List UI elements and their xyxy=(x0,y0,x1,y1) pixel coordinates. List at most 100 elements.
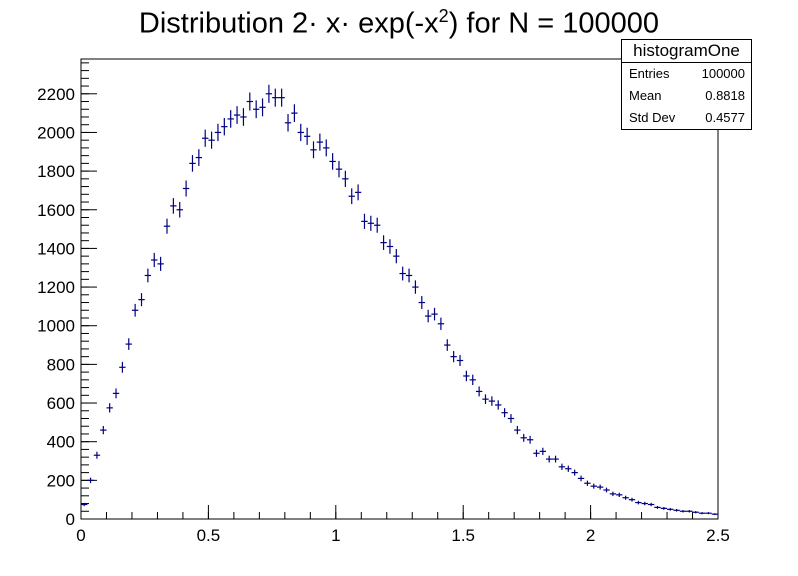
y-tick-label: 1800 xyxy=(37,162,75,181)
data-point xyxy=(405,268,413,283)
data-point xyxy=(380,235,387,250)
data-point xyxy=(654,505,661,509)
data-point xyxy=(444,339,451,351)
data-point xyxy=(265,84,273,103)
data-point xyxy=(558,463,566,470)
data-point xyxy=(456,354,464,367)
data-point xyxy=(577,475,585,482)
y-tick-label: 1200 xyxy=(37,278,75,297)
y-tick-label: 800 xyxy=(47,355,75,374)
data-point xyxy=(323,139,330,157)
data-point xyxy=(259,98,266,117)
stats-label-entries: Entries xyxy=(629,66,670,81)
stats-label-std-dev: Std Dev xyxy=(629,110,676,125)
stats-value-mean: 0.8818 xyxy=(705,88,745,103)
data-point xyxy=(539,447,547,455)
y-tick-label: 1600 xyxy=(37,201,75,220)
data-point xyxy=(214,123,222,142)
data-point xyxy=(686,510,693,513)
stats-value-std-dev: 0.4577 xyxy=(705,110,745,125)
data-point xyxy=(424,309,432,323)
stats-box-title: histogramOne xyxy=(622,40,751,63)
data-point xyxy=(310,141,317,159)
data-point xyxy=(596,484,604,490)
data-point xyxy=(297,123,304,142)
stats-row-mean: Mean 0.8818 xyxy=(622,85,751,107)
data-point xyxy=(488,396,496,406)
data-point xyxy=(679,510,687,513)
data-point xyxy=(100,425,107,435)
stats-label-mean: Mean xyxy=(629,88,662,103)
data-point xyxy=(342,170,349,187)
data-point xyxy=(284,114,292,132)
data-point xyxy=(157,256,164,271)
stats-box: histogramOne Entries 100000 Mean 0.8818 … xyxy=(621,39,752,130)
data-point xyxy=(418,296,425,309)
data-point xyxy=(450,351,457,363)
data-point xyxy=(272,88,279,107)
data-point xyxy=(482,394,489,404)
chart-title-tail: ) for N = 100000 xyxy=(448,7,660,40)
y-tick-label: 400 xyxy=(47,433,75,452)
y-tick-label: 2000 xyxy=(37,123,75,142)
x-tick-label: 0.5 xyxy=(197,526,221,545)
data-point xyxy=(151,252,158,268)
data-point xyxy=(81,502,88,507)
data-point xyxy=(354,184,362,201)
data-point xyxy=(144,268,152,283)
data-point xyxy=(182,180,190,197)
data-point xyxy=(584,480,591,486)
data-point xyxy=(667,507,674,511)
data-point xyxy=(495,400,502,410)
data-point xyxy=(367,215,375,231)
data-point xyxy=(252,100,260,119)
data-point xyxy=(87,477,94,484)
data-point xyxy=(348,188,355,205)
data-point xyxy=(692,511,699,514)
data-point xyxy=(431,307,438,321)
data-point xyxy=(170,198,177,214)
y-axis: 0 200 400 600 800 1000 1200 1400 1600 1800 2000 220… xyxy=(37,62,97,529)
data-point xyxy=(501,408,508,418)
data-point xyxy=(616,492,623,498)
data-point xyxy=(463,370,470,382)
data-point xyxy=(705,512,712,515)
data-point xyxy=(278,88,285,107)
data-point xyxy=(622,495,629,500)
data-point xyxy=(533,449,540,457)
data-point xyxy=(698,512,706,515)
data-point xyxy=(361,213,368,229)
x-tick-label: 1 xyxy=(331,526,340,545)
data-point xyxy=(660,506,668,510)
data-point xyxy=(520,433,527,442)
data-point xyxy=(208,131,215,149)
data-point xyxy=(195,149,203,166)
data-point xyxy=(526,435,534,444)
data-point xyxy=(711,513,718,516)
data-point xyxy=(163,218,171,234)
x-axis: 0 0.5 1 1.5 2 2.5 xyxy=(76,505,730,545)
data-point xyxy=(647,502,655,507)
data-point xyxy=(393,249,400,264)
data-point xyxy=(412,280,419,294)
data-point xyxy=(590,483,597,489)
x-tick-label: 1.5 xyxy=(451,526,475,545)
chart-title-main: Distribution 2· x· exp(-x xyxy=(138,7,439,40)
data-point xyxy=(138,293,145,307)
data-point xyxy=(475,386,483,397)
data-point xyxy=(125,338,132,350)
data-point xyxy=(316,133,324,151)
data-point xyxy=(386,239,394,254)
data-point xyxy=(233,106,241,124)
data-point xyxy=(240,108,247,126)
chart-title: Distribution 2· x· exp(-x2) for N = 1000… xyxy=(0,6,798,41)
data-point xyxy=(202,129,209,147)
y-tick-label: 600 xyxy=(47,394,75,413)
data-point xyxy=(552,455,559,463)
y-tick-label: 0 xyxy=(66,510,75,529)
y-tick-label: 1400 xyxy=(37,239,75,258)
data-point xyxy=(437,317,445,330)
x-tick-label: 2.5 xyxy=(706,526,730,545)
data-point xyxy=(399,266,406,281)
